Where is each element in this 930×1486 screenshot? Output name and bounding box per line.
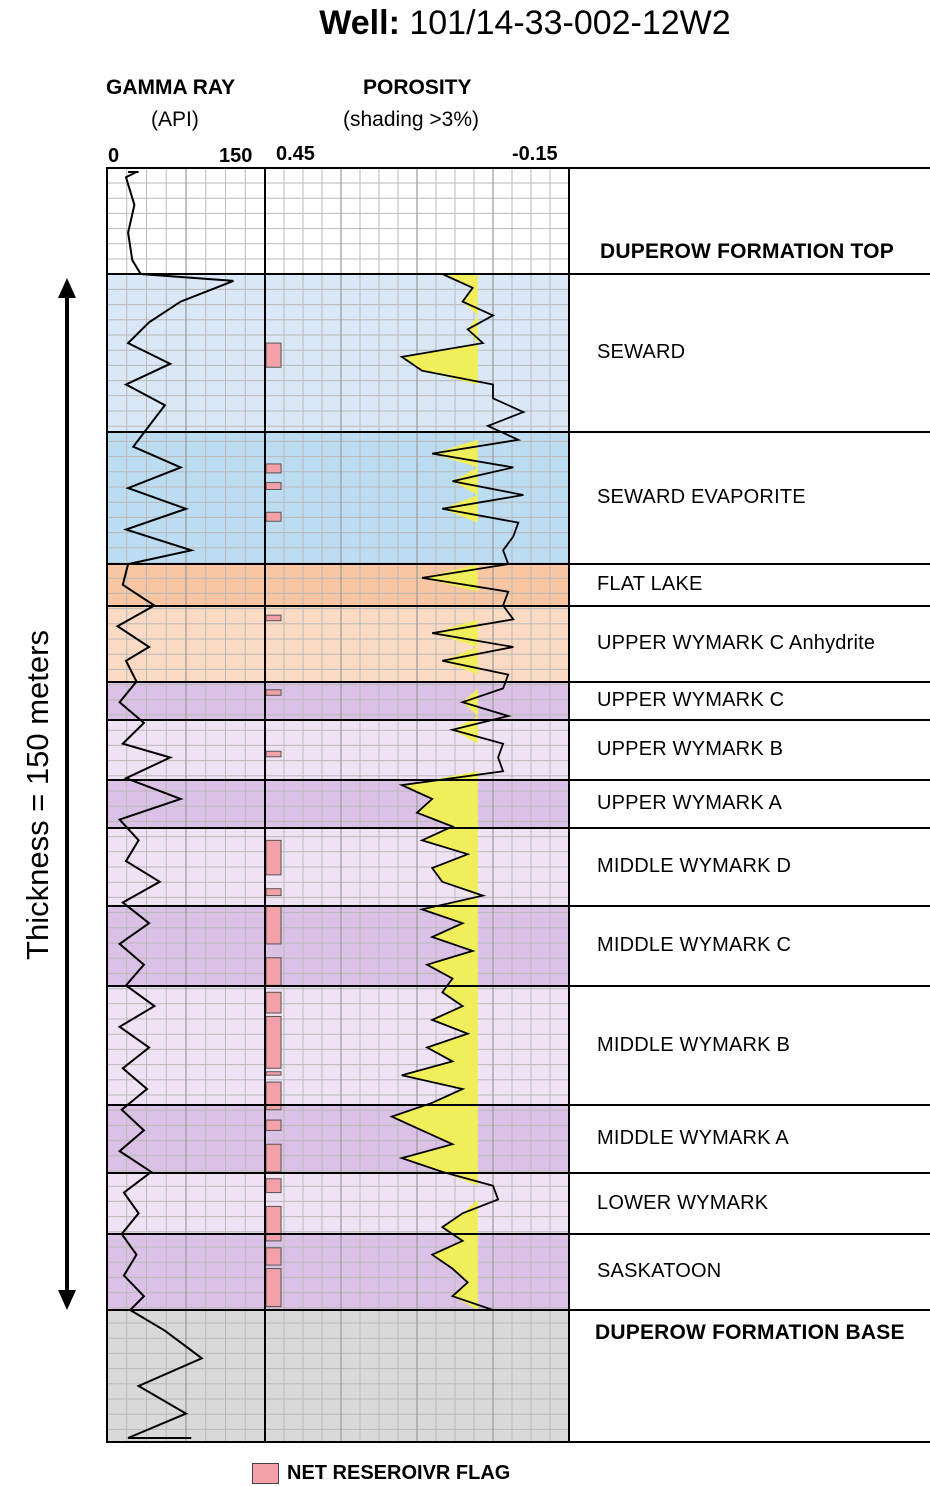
zone-band: [107, 1310, 569, 1442]
net-reservoir-flag-bar: [265, 957, 282, 986]
gamma-min-tick: 0: [108, 145, 120, 167]
zone-label: DUPEROW FORMATION BASE: [595, 1321, 905, 1344]
net-reservoir-flag-bar: [265, 1205, 282, 1242]
zone-band: [107, 274, 569, 432]
thickness-arrow-head-top: [58, 278, 76, 298]
zone-label: DUPEROW FORMATION TOP: [600, 240, 894, 263]
zone-label: FLAT LAKE: [597, 573, 703, 595]
net-reservoir-flag-bar: [265, 342, 282, 368]
zone-band: [107, 780, 569, 828]
zone-label: MIDDLE WYMARK A: [597, 1127, 789, 1149]
zone-label: UPPER WYMARK A: [597, 792, 783, 814]
net-reservoir-flag-swatch: [252, 1463, 279, 1484]
gamma-ray-curve: [115, 171, 234, 1439]
zone-label: SEWARD: [597, 341, 686, 363]
net-reservoir-flag-bar: [265, 905, 282, 945]
frame: [106, 167, 930, 1443]
net-reservoir-flag-bar: [265, 1119, 282, 1131]
porosity-curve: [389, 273, 526, 1311]
zone-band: [107, 168, 569, 274]
net-reservoir-flag-bar: [265, 511, 282, 522]
zone-band: [107, 1105, 569, 1173]
zone-band: [107, 564, 569, 606]
gamma-track-title: GAMMA RAY: [106, 76, 236, 99]
zone-label: MIDDLE WYMARK C: [597, 934, 792, 956]
zone-band: [107, 1173, 569, 1234]
zone-label: SASKATOON: [597, 1260, 722, 1282]
thickness-arrow: [58, 278, 76, 1310]
net-reservoir-flag-bar: [265, 463, 282, 474]
zone-label: LOWER WYMARK: [597, 1191, 769, 1214]
zone-label: SEWARD EVAPORITE: [597, 486, 806, 508]
porosity-track-title: POROSITY: [363, 76, 472, 99]
net-reservoir-flag-bar: [265, 1071, 282, 1076]
porosity-right-tick: -0.15: [512, 143, 558, 165]
net-reservoir-flag-bar: [265, 839, 282, 876]
zone-band: [107, 682, 569, 720]
gamma-max-tick: 150: [219, 145, 253, 167]
zone-band: [107, 1234, 569, 1310]
net-reservoir-flag-bar: [265, 991, 282, 1014]
net-reservoir-flag-bar: [265, 1178, 282, 1194]
grid-major: [185, 168, 494, 1442]
net-reservoir-flag-bar: [265, 1143, 282, 1173]
net-reservoir-flag-bar: [265, 888, 282, 897]
net-reservoir-flag-bar: [265, 1015, 282, 1069]
net-reservoir-flag-bar: [265, 1268, 282, 1308]
zone-band: [107, 906, 569, 986]
chart-title: Well: 101/14-33-002-12W2: [319, 4, 731, 42]
zone-label: UPPER WYMARK B: [597, 738, 784, 760]
net-reservoir-flag-bar: [265, 689, 282, 696]
zone-label: MIDDLE WYMARK B: [597, 1033, 791, 1056]
porosity-shading: [391, 274, 478, 1310]
net-reservoir-flag-bar: [265, 614, 282, 622]
net-reservoir-flag-bar: [265, 1247, 282, 1266]
zone-label: UPPER WYMARK C: [597, 689, 785, 711]
porosity-track-unit: (shading >3%): [343, 108, 479, 131]
zone-band: [107, 432, 569, 564]
gamma-track-unit: (API): [151, 108, 199, 131]
net-reservoir-flag-bar: [265, 482, 282, 490]
zone-band: [107, 986, 569, 1105]
porosity-left-tick: 0.45: [276, 143, 315, 165]
thickness-arrow-head-bottom: [58, 1290, 76, 1310]
legend-label: NET RESEROIVR FLAG: [287, 1462, 511, 1484]
net-reservoir-flag-bar: [265, 750, 282, 758]
zone-label: MIDDLE WYMARK D: [597, 855, 792, 877]
zone-label: UPPER WYMARK C Anhydrite: [597, 632, 876, 654]
